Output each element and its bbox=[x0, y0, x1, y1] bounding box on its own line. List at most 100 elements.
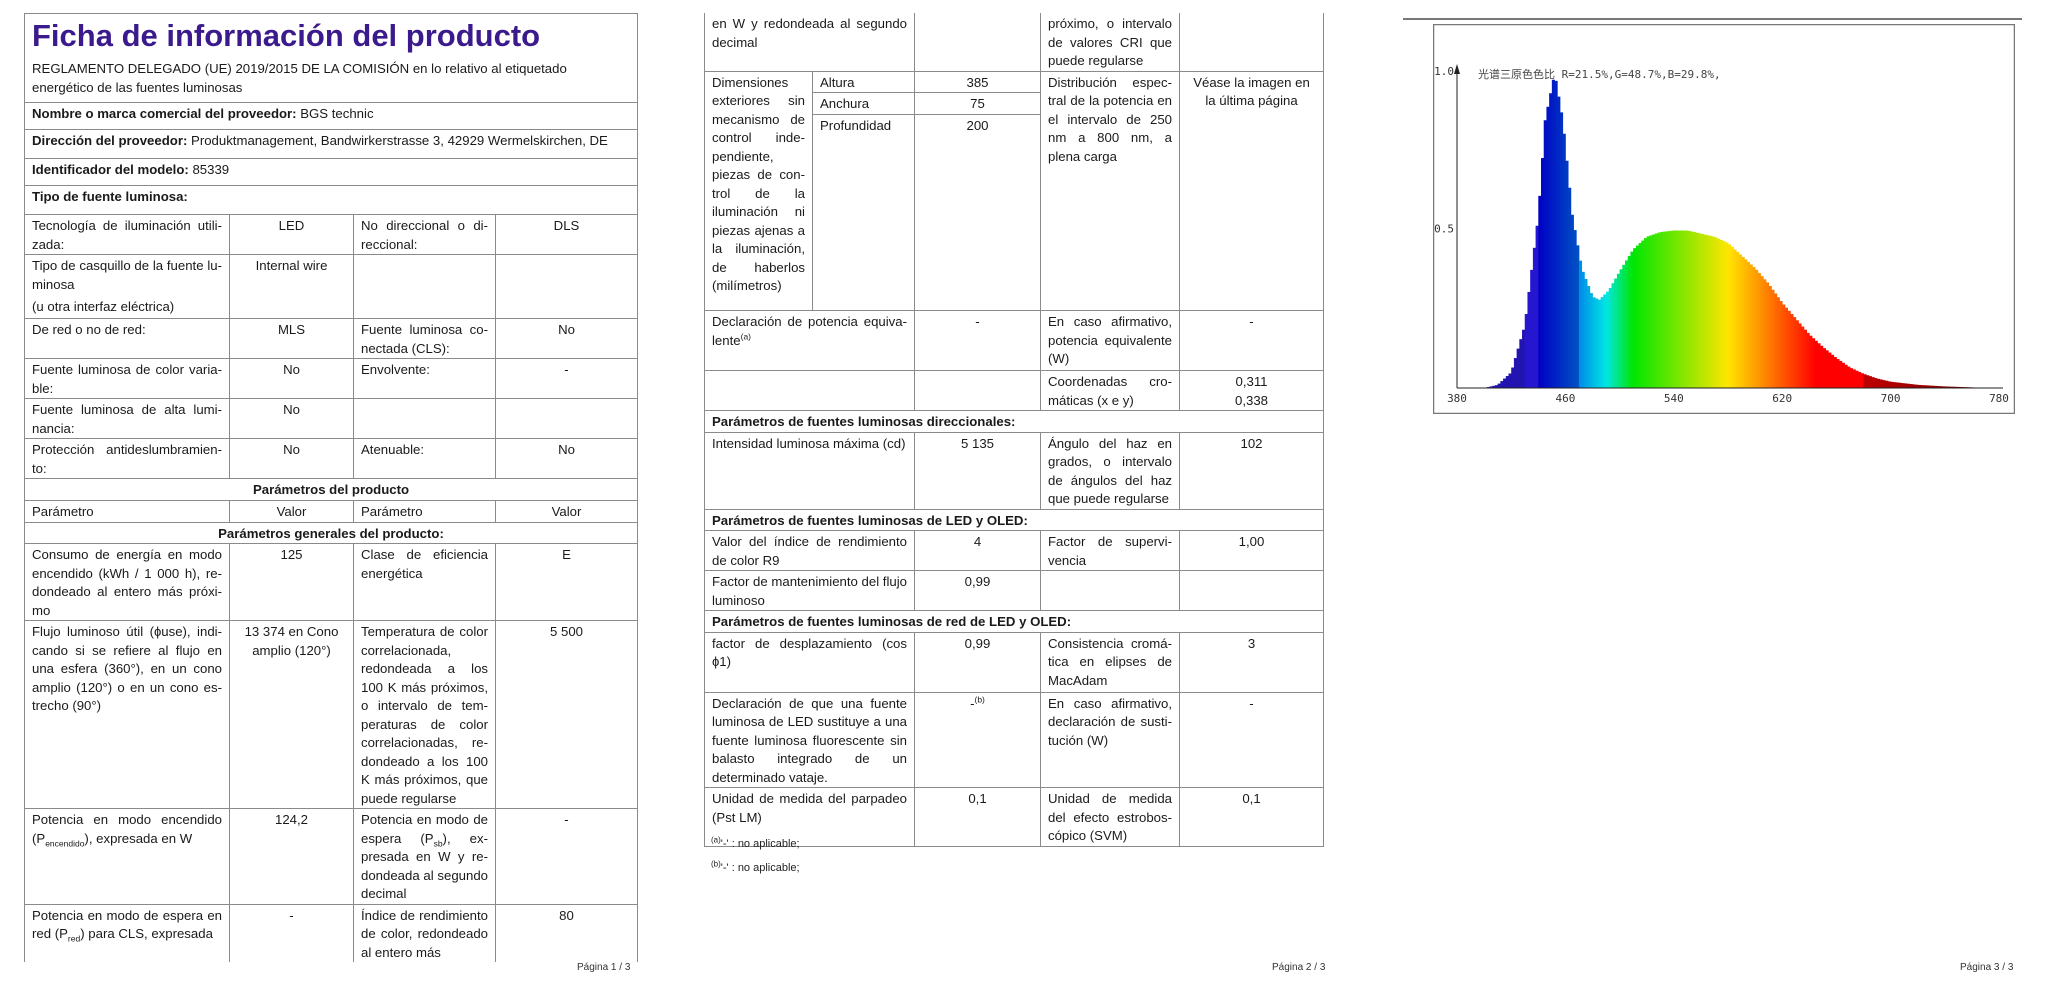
table-cell: Coordenadas cro­máticas (x e y) bbox=[1040, 370, 1180, 411]
table-row: Intensidad luminosa máxima (cd) 5 135 Ángu… bbox=[704, 431, 1324, 510]
table-cell: Factor de mantenimiento del flujo lumino… bbox=[704, 570, 915, 611]
table-cell: 200 bbox=[914, 114, 1041, 311]
spectrum-bar bbox=[1535, 225, 1539, 388]
cell-text: Parámetro bbox=[361, 504, 423, 519]
cell-text: Valor bbox=[551, 504, 582, 519]
table-cell: - bbox=[495, 358, 638, 399]
table-cell: Parámetros del producto bbox=[24, 478, 638, 501]
table-cell: Consumo de energía en modo encendido (kW… bbox=[24, 543, 230, 621]
cell-text: 75 bbox=[970, 96, 985, 111]
spectrum-bar bbox=[1649, 235, 1653, 388]
cell-text: E bbox=[562, 547, 571, 562]
cell-text: 102 bbox=[1240, 435, 1263, 451]
table-row: Fuente luminosa de color varia­ble: No Env… bbox=[24, 358, 638, 399]
regulation-text: REGLAMENTO DELEGADO (UE) 2019/2015 DE LA… bbox=[32, 61, 567, 95]
spectrum-bar bbox=[1717, 238, 1721, 388]
cell-text: BGS technic bbox=[296, 106, 374, 121]
cell-text: 0,99 bbox=[964, 635, 991, 651]
footnote-mark: (a) bbox=[711, 835, 721, 845]
cell-text: MLS bbox=[277, 322, 306, 337]
table-cell: Flujo luminoso útil (ɸuse), indi­cando s… bbox=[24, 620, 230, 809]
table-cell: Envolvente: bbox=[353, 358, 496, 399]
table-cell: Parámetros generales del producto: bbox=[24, 521, 638, 544]
table-cell bbox=[1040, 570, 1180, 611]
spectrum-bar bbox=[1860, 373, 1864, 388]
spectrum-bar bbox=[1719, 239, 1723, 388]
spectrum-bar bbox=[1690, 231, 1694, 388]
spectrum-bar bbox=[1608, 287, 1612, 388]
table-cell: Temperatura de co­lor correlacionada, re… bbox=[353, 620, 496, 809]
spectrum-bar bbox=[1508, 373, 1512, 388]
cell-text: DLS bbox=[553, 218, 580, 233]
cell-text: próximo, o interva­lo de valores CRI que… bbox=[1048, 16, 1172, 68]
table-cell bbox=[1179, 13, 1324, 72]
table-cell: Declaración de que una fuen­te luminosa … bbox=[704, 691, 915, 788]
spectrum-bar bbox=[1784, 307, 1789, 388]
cell-text: 0,1 bbox=[1242, 791, 1261, 806]
table-cell: 0,99 bbox=[914, 570, 1041, 611]
spectrum-bar bbox=[1587, 286, 1591, 388]
table-cell: Valor bbox=[495, 500, 638, 523]
spectrum-bar bbox=[1752, 267, 1756, 388]
spectrum-bar bbox=[1896, 382, 1900, 388]
cell-subscript: encendido bbox=[45, 838, 85, 849]
spectrum-bar bbox=[1779, 301, 1783, 388]
table-row: Consumo de energía en modo encendido (kW… bbox=[24, 543, 638, 621]
table-cell: Tecnología de iluminación utili­zada: bbox=[24, 214, 230, 255]
spectrum-bar bbox=[1906, 383, 1910, 388]
table-cell: Unidad de medida del efecto estrobos­cóp… bbox=[1040, 787, 1180, 847]
cell-superscript: (b) bbox=[974, 694, 985, 705]
spectrum-bar bbox=[1882, 380, 1886, 388]
table-cell: Fuente luminosa co­nectada (CLS): bbox=[353, 318, 496, 359]
spectrum-bar bbox=[1798, 323, 1802, 388]
spectrum-bar bbox=[1952, 386, 1957, 388]
spectrum-bar bbox=[1706, 235, 1710, 388]
spectrum-bar bbox=[1543, 120, 1547, 388]
table-cell bbox=[495, 398, 638, 439]
cell-label: Tipo de fuente luminosa: bbox=[32, 189, 188, 204]
spectrum-bar bbox=[1887, 381, 1891, 388]
spectrum-bar bbox=[1603, 294, 1607, 388]
spectrum-bar bbox=[1665, 231, 1669, 388]
spectrum-bar bbox=[1494, 385, 1499, 388]
cell-text: Anchura bbox=[820, 96, 870, 111]
cell-text: 124,2 bbox=[274, 812, 308, 827]
spectrum-bar bbox=[1768, 285, 1772, 388]
spectrum-bar bbox=[1619, 269, 1623, 388]
cell-text: Parámetros del producto bbox=[252, 482, 410, 497]
spectrum-bar bbox=[1765, 282, 1770, 388]
table-cell: Valor del índice de rendimiento de color… bbox=[704, 530, 915, 571]
cell-text: - bbox=[289, 907, 294, 923]
cell-text: 85339 bbox=[188, 162, 230, 177]
cell-text: Atenuable: bbox=[361, 442, 425, 457]
table-row: De red o no de red: MLS Fuente luminosa co… bbox=[24, 318, 638, 359]
table-row: Factor de mantenimiento del flujo lumino… bbox=[704, 570, 1324, 611]
table-cell: Parámetro bbox=[353, 500, 496, 523]
table-row: Parámetros de fuentes luminosas de LED y… bbox=[704, 508, 1324, 531]
spectrum-bar bbox=[1755, 269, 1759, 388]
table-cell: Consistencia cromá­tica en elipses de Ma… bbox=[1040, 631, 1180, 693]
table-cell: Parámetros de fuentes luminosas direccio… bbox=[704, 410, 1324, 433]
table-cell: - bbox=[914, 310, 1041, 371]
table-cell: Índice de rendimien­to de color, redon­d… bbox=[353, 903, 496, 962]
table-row: Valor del índice de rendimiento de color… bbox=[704, 530, 1324, 571]
spectrum-bar bbox=[1606, 291, 1610, 388]
spectrum-bar bbox=[1698, 233, 1702, 388]
table-cell: No bbox=[229, 398, 354, 439]
cell-text: No bbox=[558, 322, 575, 337]
spectrum-bar bbox=[1568, 187, 1572, 388]
x-tick-label: 780 bbox=[1989, 392, 2009, 405]
table-cell: factor de desplazamiento (cos ɸ1) bbox=[704, 631, 915, 693]
spectrum-bar bbox=[1733, 249, 1737, 388]
spectrum-bar bbox=[1595, 298, 1599, 388]
cell-text: Parámetros de fuentes luminosas de LED y… bbox=[712, 512, 1028, 528]
spectrum-bar bbox=[1522, 329, 1526, 388]
cell-text: Intensidad luminosa máxima (cd) bbox=[712, 435, 906, 451]
table-cell: Tipo de fuente luminosa: bbox=[24, 185, 638, 215]
spectrum-bar bbox=[1814, 340, 1818, 388]
spectrum-bar bbox=[1738, 254, 1742, 388]
y-tick-label: 0.5 bbox=[1434, 223, 1454, 236]
spectrum-bar bbox=[1662, 231, 1667, 388]
table-cell: De red o no de red: bbox=[24, 318, 230, 359]
table-cell bbox=[704, 370, 915, 411]
